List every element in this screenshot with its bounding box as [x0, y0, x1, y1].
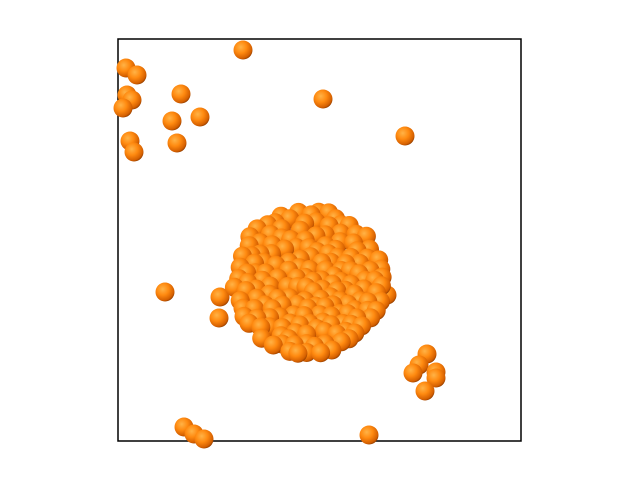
simulation-box-frame — [117, 38, 522, 442]
free-particle — [127, 65, 147, 85]
free-particle — [210, 287, 230, 307]
free-particle — [359, 425, 379, 445]
free-particle — [113, 98, 133, 118]
free-particle — [155, 282, 175, 302]
cluster-particle — [288, 343, 308, 363]
free-particle — [426, 368, 446, 388]
free-particle — [313, 89, 333, 109]
free-particle — [162, 111, 182, 131]
free-particle — [171, 84, 191, 104]
free-particle — [124, 142, 144, 162]
free-particle — [209, 308, 229, 328]
cluster-particle — [263, 335, 283, 355]
free-particle — [167, 133, 187, 153]
particle-layer — [113, 40, 446, 449]
free-particle — [190, 107, 210, 127]
free-particle — [403, 363, 423, 383]
free-particle — [233, 40, 253, 60]
free-particle — [415, 381, 435, 401]
cluster-particle — [311, 343, 331, 363]
free-particle — [194, 429, 214, 449]
free-particle — [395, 126, 415, 146]
